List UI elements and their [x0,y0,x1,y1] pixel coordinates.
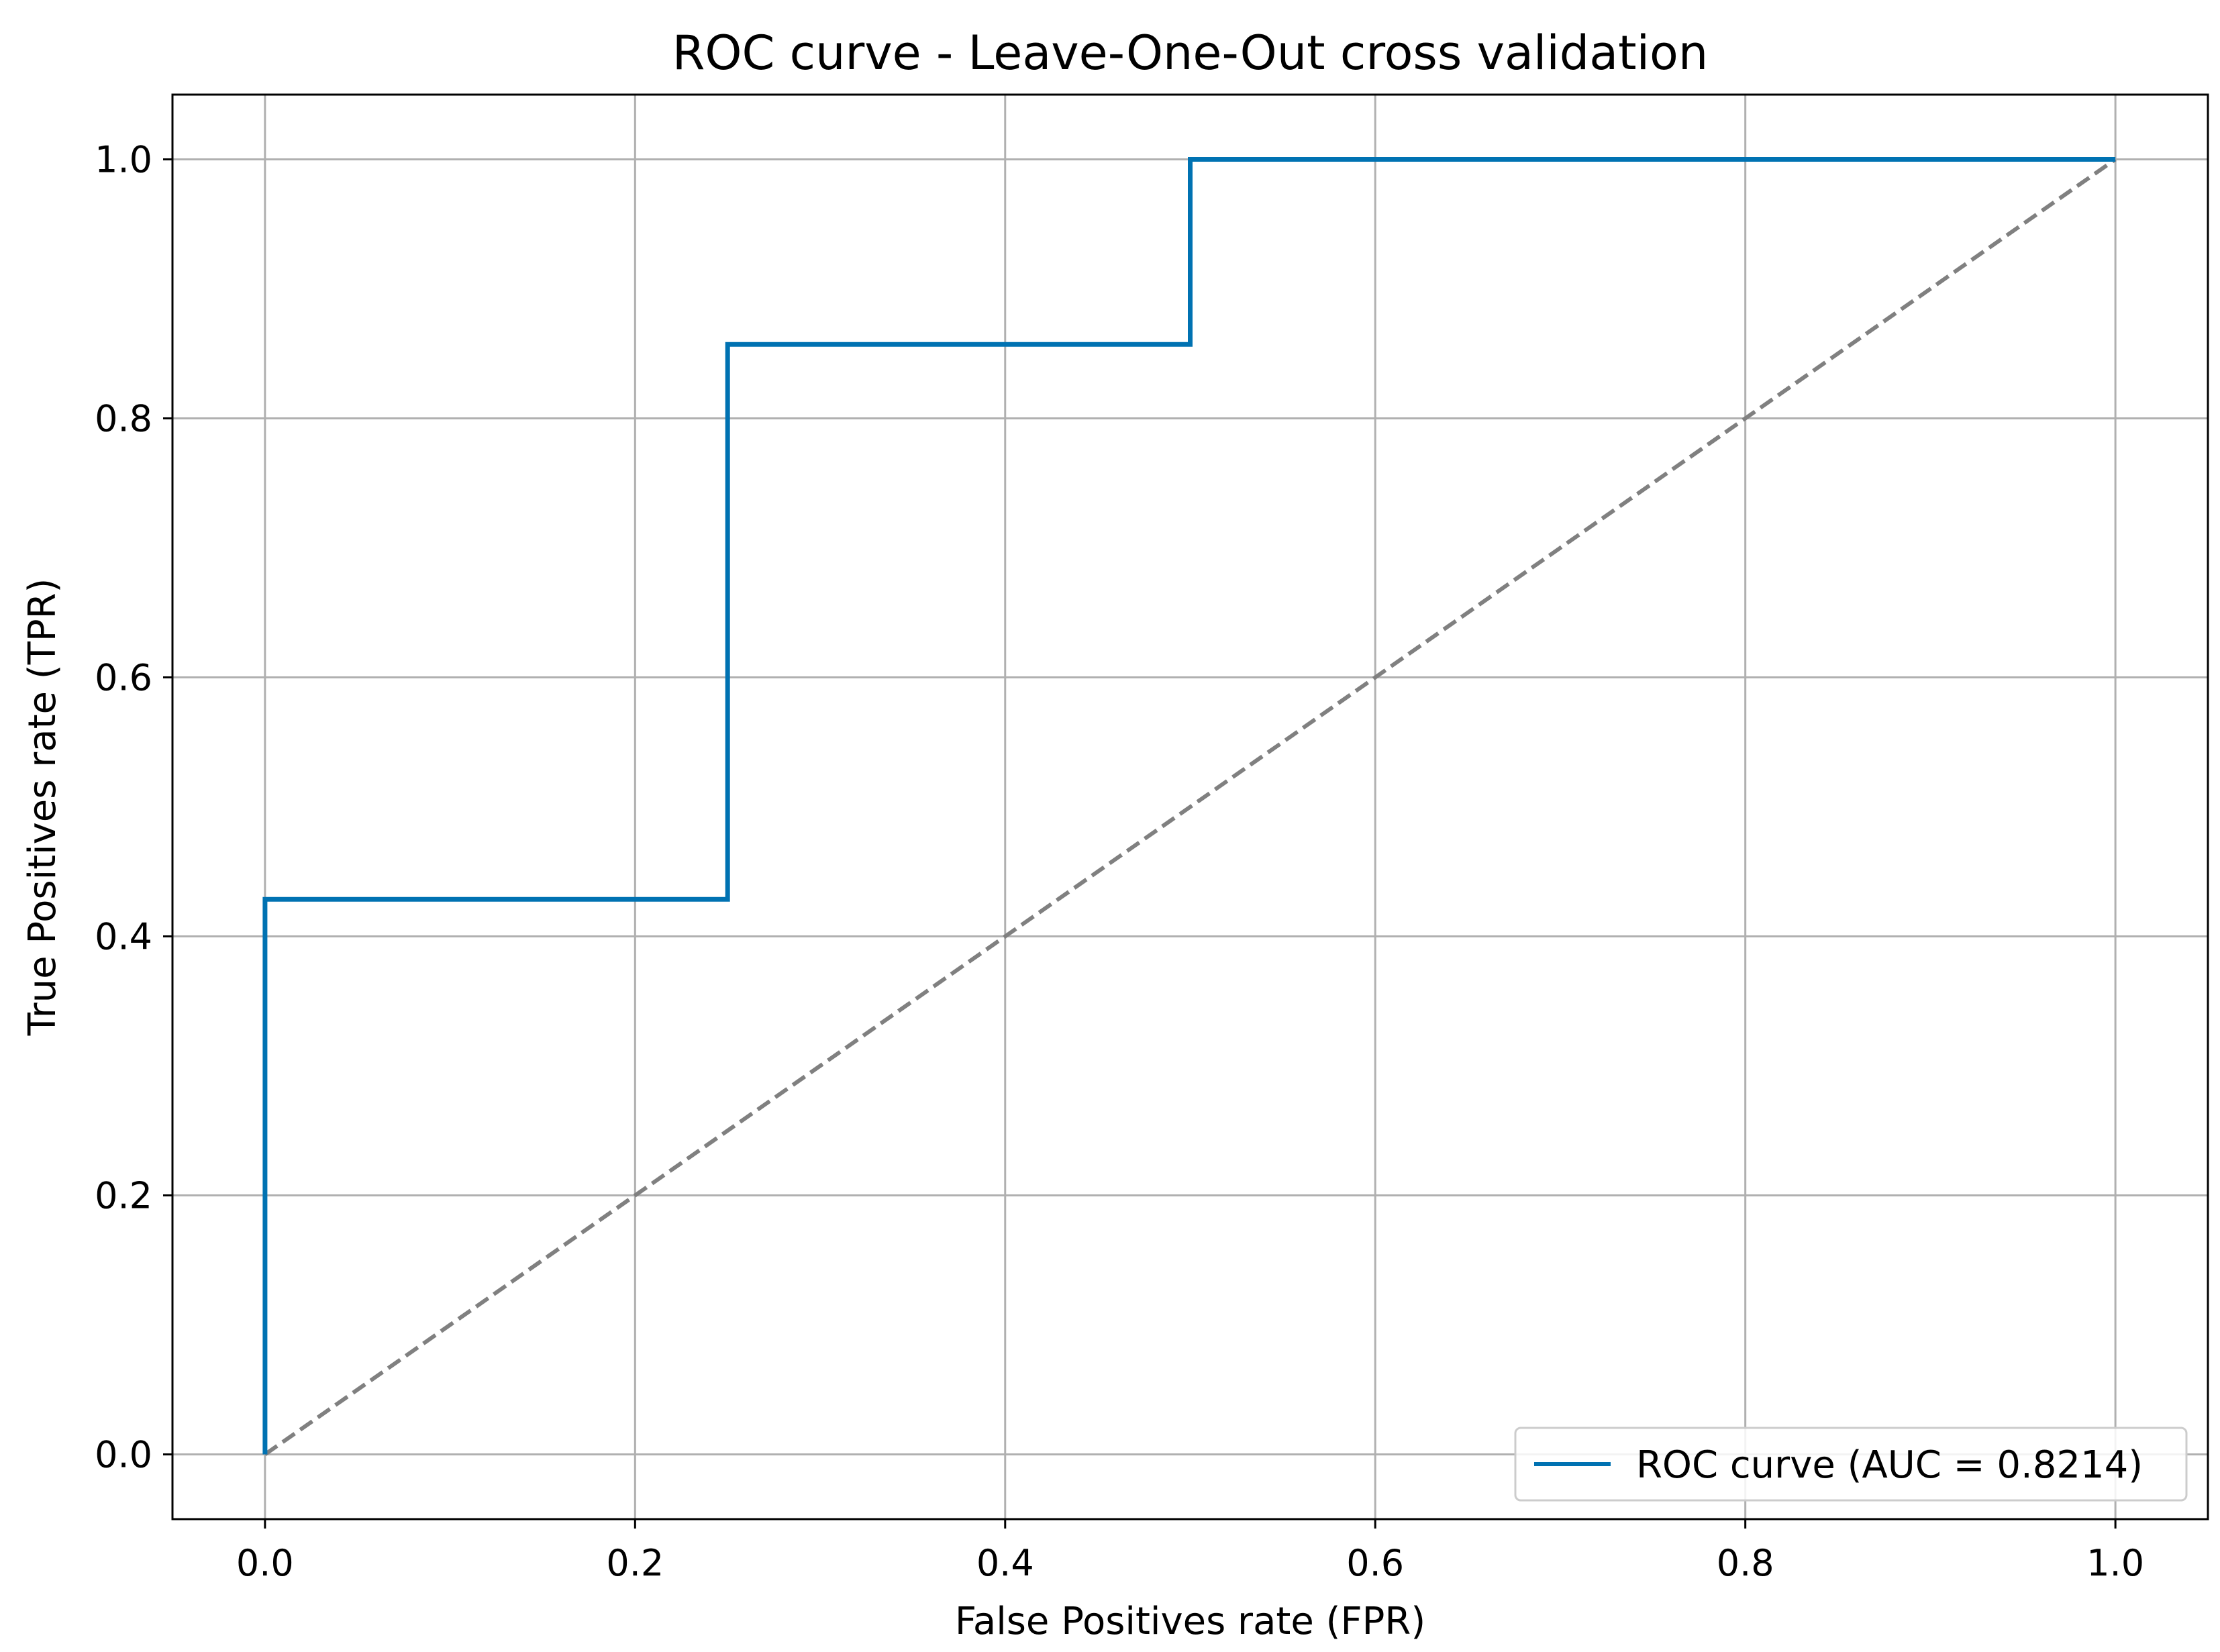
legend-box [1514,1427,2188,1502]
x-tick-label: 0.0 [236,1542,294,1584]
chance-diagonal-line [264,158,2117,1456]
y-tick-label: 0.8 [95,398,152,440]
y-tick-label: 0.2 [95,1175,152,1217]
y-tick-label: 1.0 [95,139,152,181]
y-tick-label: 0.6 [95,657,152,699]
grid-lines [172,95,2208,1519]
x-tick-label: 1.0 [2086,1542,2144,1584]
x-tick-label: 0.8 [1717,1542,1774,1584]
ticks-layer: 0.0 0.2 0.4 0.6 0.8 1.0 0.0 0.2 0.4 0.6 0.8 1.0 [95,139,2144,1585]
y-tick-label: 0.0 [95,1434,152,1476]
y-axis-label: True Positives rate (TPR) [21,578,64,1037]
legend: ROC curve (AUC = 0.8214) [1514,1427,2188,1502]
x-tick-label: 0.4 [976,1542,1034,1584]
chart-title: ROC curve - Leave-One-Out cross validati… [672,25,1708,81]
roc-curve-line [262,157,2116,1455]
y-tick-label: 0.4 [95,916,152,958]
x-axis-label: False Positives rate (FPR) [955,1600,1425,1643]
x-tick-label: 0.6 [1346,1542,1404,1584]
legend-label-roc: ROC curve (AUC = 0.8214) [1636,1443,2143,1487]
x-tick-label: 0.2 [606,1542,664,1584]
plot-frame [171,93,2209,1520]
series-layer [262,157,2117,1456]
